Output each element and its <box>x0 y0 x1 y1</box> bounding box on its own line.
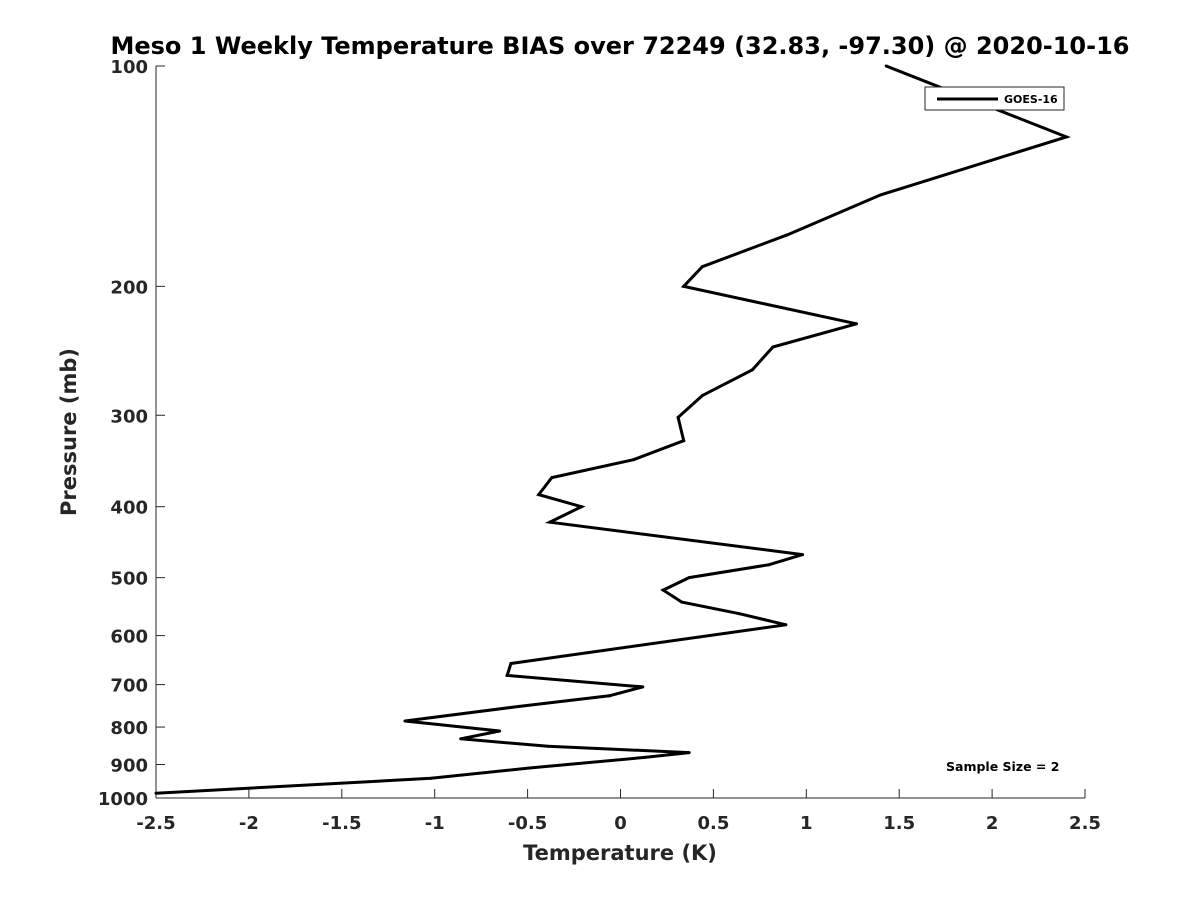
series-point <box>632 458 635 462</box>
series-point <box>154 791 158 795</box>
y-tick-label: 200 <box>110 277 148 298</box>
series-point <box>1064 135 1068 139</box>
series-point <box>528 766 531 770</box>
x-tick-label: 1.5 <box>883 813 915 834</box>
series-point <box>550 476 554 480</box>
series-point <box>700 265 704 269</box>
x-tick-label: -2.5 <box>136 813 175 834</box>
series-point <box>682 284 686 288</box>
y-tick-label: 600 <box>110 627 148 648</box>
series-point <box>855 322 858 326</box>
legend: GOES-16 <box>924 86 1065 111</box>
series-point <box>607 694 611 698</box>
y-tick-label: 900 <box>110 756 148 777</box>
x-tick-label: 0.5 <box>697 813 729 834</box>
series-point <box>641 685 645 689</box>
series-point <box>429 776 433 780</box>
sample-size-annotation: Sample Size = 2 <box>946 759 1059 774</box>
series-point <box>680 600 684 604</box>
y-ticks: 100 200 300 400 500 600 700 800 900 1000 <box>98 57 165 810</box>
series-point <box>750 368 754 372</box>
series-point <box>682 439 686 443</box>
series-point <box>801 553 805 557</box>
legend-entry-goes-16: GOES-16 <box>1004 93 1058 106</box>
series-point <box>498 729 502 733</box>
y-axis-label: Pressure (mb) <box>57 348 81 516</box>
series-point <box>676 415 680 419</box>
x-axis-label: Temperature (K) <box>523 841 717 865</box>
chart-title: Meso 1 Weekly Temperature BIAS over 7224… <box>110 32 1129 60</box>
x-tick-label: 2 <box>986 813 999 834</box>
x-tick-label: 0 <box>614 813 627 834</box>
series-point <box>546 744 550 748</box>
y-tick-label: 1000 <box>98 789 148 810</box>
y-tick-label: 100 <box>110 57 148 78</box>
y-tick-label: 300 <box>110 406 148 427</box>
plot-area: -2.5 -2 -1.5 -1 -0.5 0 0.5 1 1.5 2 2.5 100 200 300 40… <box>98 57 1101 834</box>
series-point <box>403 719 407 723</box>
series-point <box>767 563 771 567</box>
x-tick-label: -1.5 <box>322 813 361 834</box>
series-points <box>154 64 1068 795</box>
x-tick-label: -0.5 <box>508 813 547 834</box>
y-tick-label: 800 <box>110 718 148 739</box>
series-point <box>687 751 691 755</box>
x-tick-label: -2 <box>239 813 259 834</box>
series-point <box>784 623 788 627</box>
series-point <box>643 755 647 759</box>
x-tick-label: -1 <box>425 813 445 834</box>
series-point <box>459 737 463 741</box>
series-point <box>687 576 691 580</box>
series-point <box>737 612 741 616</box>
series-point <box>537 493 541 497</box>
x-ticks: -2.5 -2 -1.5 -1 -0.5 0 0.5 1 1.5 2 2.5 <box>136 789 1101 834</box>
series-point <box>580 505 583 509</box>
series-point <box>884 64 888 68</box>
series-point <box>505 673 509 677</box>
series-point <box>700 394 704 398</box>
series-point <box>509 662 513 665</box>
x-tick-label: 1 <box>800 813 813 834</box>
series-point <box>516 705 520 708</box>
y-tick-label: 400 <box>110 498 148 519</box>
series-point <box>786 233 790 237</box>
series-point <box>879 193 883 197</box>
series-point <box>771 345 775 349</box>
series-point <box>661 588 665 592</box>
series-point <box>548 520 552 524</box>
y-tick-label: 700 <box>110 676 148 697</box>
series-line-goes-16 <box>155 64 1071 795</box>
y-tick-label: 500 <box>110 569 148 590</box>
x-tick-label: 2.5 <box>1069 813 1101 834</box>
